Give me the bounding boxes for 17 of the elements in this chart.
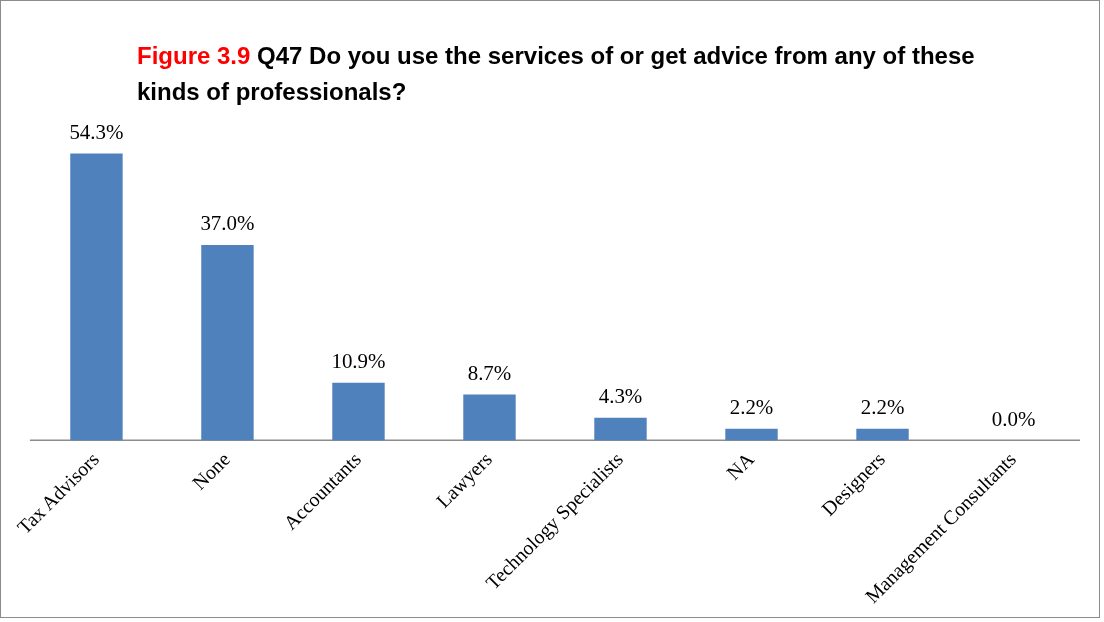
bar <box>201 244 254 441</box>
data-label: 4.3% <box>598 383 643 408</box>
data-label: 10.9% <box>331 348 386 373</box>
data-label: 2.2% <box>729 394 774 419</box>
data-label: 0.0% <box>991 406 1036 431</box>
bar <box>594 417 647 441</box>
bar <box>463 394 516 441</box>
bar <box>856 428 909 441</box>
data-label: 8.7% <box>467 360 512 385</box>
data-label: 37.0% <box>200 211 255 236</box>
bar <box>332 382 385 441</box>
x-tick-label: NA <box>722 447 759 484</box>
bar <box>725 428 778 441</box>
data-label: 54.3% <box>69 119 124 144</box>
bar <box>70 153 123 441</box>
data-label: 2.2% <box>860 394 905 419</box>
chart-title: Figure 3.9 Q47 Do you use the services of or get advice from any of these kinds of professionals? <box>137 42 975 105</box>
